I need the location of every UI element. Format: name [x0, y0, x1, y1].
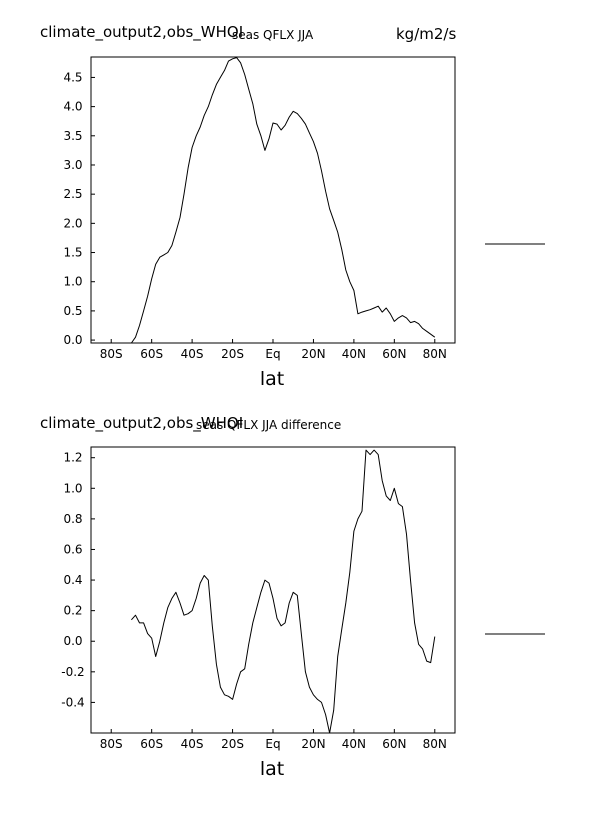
chart-2-x-axis: 80S 60S 40S 20S Eq 20N 40N 60N 80N — [100, 729, 447, 751]
chart-2-subtitle: seas QFLX JJA difference — [196, 418, 341, 432]
chart-2-series-line — [131, 449, 436, 734]
chart-2-ytick-label: 0.6 — [63, 542, 82, 556]
chart-1-series-line — [130, 57, 436, 344]
chart-2-xlabel: lat — [260, 758, 284, 780]
chart-2-frame — [90, 446, 456, 734]
chart-1-xtick-label: 20N — [301, 347, 325, 361]
chart-2-xtick-label: 80N — [423, 737, 447, 751]
chart-1-xtick-label: 40N — [342, 347, 366, 361]
chart-1-x-axis: 80S 60S 40S 20S Eq 20N 40N 60N 80N — [100, 339, 447, 361]
chart-1-title: climate_output2,obs_WHOI — [40, 23, 243, 42]
chart-1-xtick-label: 60S — [140, 347, 163, 361]
chart-1-xtick-label: 40S — [181, 347, 204, 361]
chart-2-ytick-label: 0.0 — [63, 634, 82, 648]
chart-2-ytick-label: 0.4 — [63, 573, 82, 587]
chart-2-xtick-label: 20S — [221, 737, 244, 751]
chart-2-xtick-label: 40S — [181, 737, 204, 751]
chart-2-xtick-label: 60N — [382, 737, 406, 751]
chart-2-ytick-label: 1.2 — [63, 451, 82, 465]
chart-1-xtick-label: 80S — [100, 347, 123, 361]
chart-1-y-axis: 0.0 0.5 1.0 1.5 2.0 2.5 3.0 3.5 4.0 4.5 — [63, 70, 95, 347]
chart-1-xtick-label: Eq — [265, 347, 280, 361]
chart-2-ytick-label: 1.0 — [63, 481, 82, 495]
chart-1-ytick-label: 0.5 — [63, 304, 82, 318]
chart-1-xtick-label: 20S — [221, 347, 244, 361]
chart-2-ytick-label: 0.2 — [63, 604, 82, 618]
chart-1-xtick-label: 80N — [423, 347, 447, 361]
chart-1-ytick-label: 3.0 — [63, 158, 82, 172]
chart-2-y-axis: -0.4 -0.2 0.0 0.2 0.4 0.6 0.8 1.0 1.2 — [61, 451, 95, 709]
chart-1-ytick-label: 3.5 — [63, 129, 82, 143]
chart-1-ytick-label: 2.5 — [63, 187, 82, 201]
chart-2-xtick-label: 80S — [100, 737, 123, 751]
chart-1-xlabel: lat — [260, 368, 284, 390]
chart-2-xtick-label: 20N — [301, 737, 325, 751]
chart-2-xtick-label: 40N — [342, 737, 366, 751]
chart-2-ytick-label: -0.2 — [61, 665, 84, 679]
chart-2-xtick-label: 60S — [140, 737, 163, 751]
chart-2-ytick-label: 0.8 — [63, 512, 82, 526]
chart-2-ytick-label: -0.4 — [61, 695, 84, 709]
chart-1-frame — [90, 56, 456, 344]
chart-1-ytick-label: 4.5 — [63, 70, 82, 84]
chart-2-title: climate_output2,obs_WHOI — [40, 414, 243, 433]
chart-1-ytick-label: 2.0 — [63, 216, 82, 230]
chart-1-ytick-label: 1.0 — [63, 275, 82, 289]
chart-1-subtitle: seas QFLX JJA — [232, 28, 314, 42]
chart-1-ytick-label: 0.0 — [63, 333, 82, 347]
chart-1-units: kg/m2/s — [396, 25, 456, 43]
chart-2-xtick-label: Eq — [265, 737, 280, 751]
chart-1-xtick-label: 60N — [382, 347, 406, 361]
chart-1-ytick-label: 1.5 — [63, 246, 82, 260]
chart-1-ytick-label: 4.0 — [63, 100, 82, 114]
